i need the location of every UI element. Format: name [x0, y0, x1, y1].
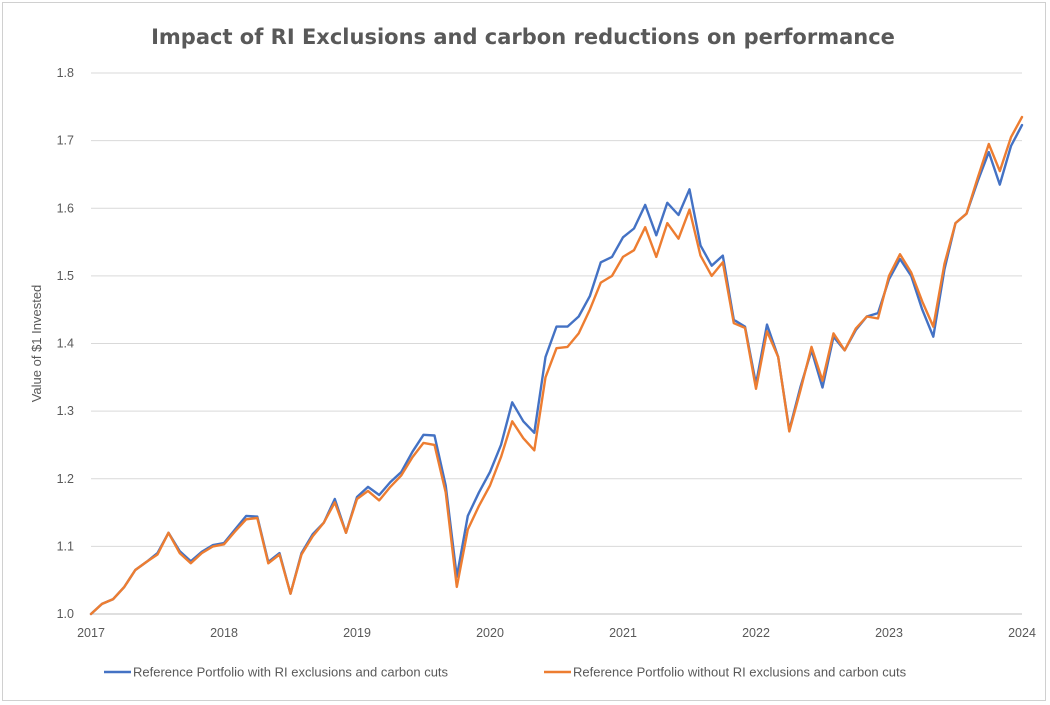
y-tick-label: 1.2 [57, 472, 74, 486]
y-tick-label: 1.7 [57, 134, 74, 148]
x-tick-label: 2021 [609, 626, 637, 640]
x-tick-label: 2022 [742, 626, 770, 640]
y-tick-label: 1.8 [57, 66, 74, 80]
gridlines [91, 72, 1022, 547]
y-axis-ticks: 1.0 1.1 1.2 1.3 1.4 1.5 1.6 1.7 1.8 [57, 66, 74, 621]
y-tick-label: 1.3 [57, 404, 74, 418]
legend: Reference Portfolio with RI exclusions a… [104, 665, 907, 680]
series-lines [89, 115, 1024, 616]
legend-label-1: Reference Portfolio with RI exclusions a… [133, 665, 449, 680]
legend-label-2: Reference Portfolio without RI exclusion… [573, 665, 907, 680]
series-line-1 [89, 123, 1024, 616]
series-line-2 [89, 115, 1024, 616]
y-tick-label: 1.1 [57, 539, 74, 553]
x-tick-label: 2023 [875, 626, 903, 640]
y-axis-label: Value of $1 Invested [29, 285, 44, 403]
x-tick-label: 2020 [476, 626, 504, 640]
x-tick-label: 2019 [343, 626, 371, 640]
y-tick-label: 1.4 [57, 337, 74, 351]
x-tick-label: 2018 [210, 626, 238, 640]
y-tick-label: 1.5 [57, 269, 74, 283]
y-tick-label: 1.6 [57, 201, 74, 215]
x-axis-ticks: 2017 2018 2019 2020 2021 2022 2023 2024 [77, 626, 1036, 640]
y-tick-label: 1.0 [57, 607, 74, 621]
x-tick-label: 2017 [77, 626, 105, 640]
x-tick-label: 2024 [1008, 626, 1036, 640]
chart-title: Impact of RI Exclusions and carbon reduc… [151, 25, 895, 49]
